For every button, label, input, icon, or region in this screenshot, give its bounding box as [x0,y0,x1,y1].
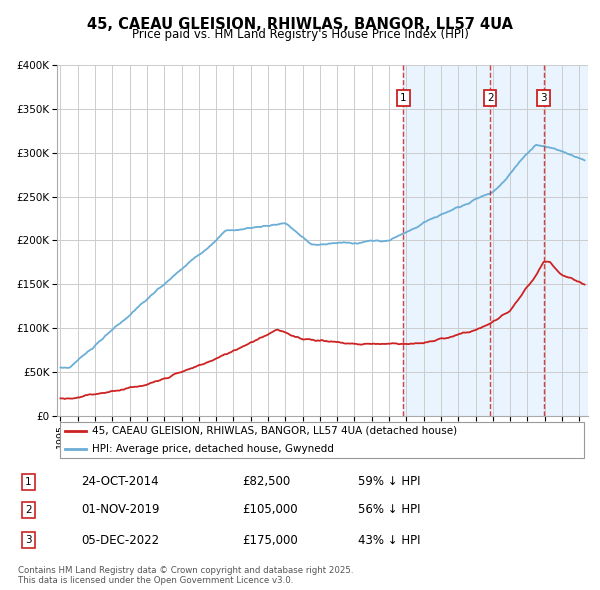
Text: 05-DEC-2022: 05-DEC-2022 [81,534,159,547]
Text: Contains HM Land Registry data © Crown copyright and database right 2025.
This d: Contains HM Land Registry data © Crown c… [18,566,353,585]
Text: 59% ↓ HPI: 59% ↓ HPI [358,476,420,489]
Text: 1: 1 [400,93,407,103]
Text: 2: 2 [25,504,31,514]
Text: 56% ↓ HPI: 56% ↓ HPI [358,503,420,516]
Text: Price paid vs. HM Land Registry's House Price Index (HPI): Price paid vs. HM Land Registry's House … [131,28,469,41]
Text: 1: 1 [25,477,31,487]
Text: 45, CAEAU GLEISION, RHIWLAS, BANGOR, LL57 4UA: 45, CAEAU GLEISION, RHIWLAS, BANGOR, LL5… [87,17,513,31]
Text: 2: 2 [487,93,493,103]
Text: 45, CAEAU GLEISION, RHIWLAS, BANGOR, LL57 4UA (detached house): 45, CAEAU GLEISION, RHIWLAS, BANGOR, LL5… [92,426,457,436]
FancyBboxPatch shape [59,422,584,458]
Text: £175,000: £175,000 [242,534,298,547]
Text: £82,500: £82,500 [242,476,290,489]
Text: 24-OCT-2014: 24-OCT-2014 [81,476,159,489]
Text: HPI: Average price, detached house, Gwynedd: HPI: Average price, detached house, Gwyn… [92,444,334,454]
Text: 3: 3 [25,535,31,545]
Text: £105,000: £105,000 [242,503,298,516]
Text: 3: 3 [540,93,547,103]
Bar [403,65,588,416]
Text: 43% ↓ HPI: 43% ↓ HPI [358,534,420,547]
Text: 01-NOV-2019: 01-NOV-2019 [81,503,160,516]
